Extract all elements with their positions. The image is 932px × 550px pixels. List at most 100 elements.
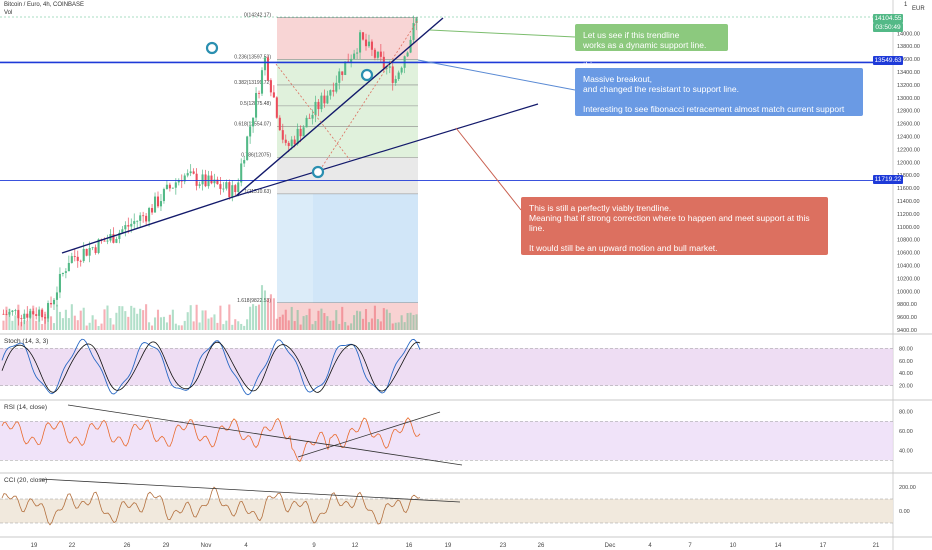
candle-body xyxy=(82,248,85,262)
candle-body xyxy=(38,309,41,316)
date-tick-label: 26 xyxy=(538,543,545,549)
fib-label: 0.382(13199.72) xyxy=(234,80,271,86)
volume-bar xyxy=(168,314,171,330)
volume-bar xyxy=(189,305,192,330)
candle-body xyxy=(183,175,186,182)
volume-bar xyxy=(76,320,79,330)
note-blue-connector xyxy=(417,59,576,91)
rsi-trendline-up xyxy=(297,411,441,458)
volume-bar xyxy=(186,312,189,330)
countdown-tag: 03:50:49 xyxy=(873,23,903,32)
candle-body xyxy=(79,260,82,262)
candle-body xyxy=(156,196,160,207)
date-tick-label: 17 xyxy=(820,543,827,549)
candle-body xyxy=(278,117,281,131)
candle-body xyxy=(29,311,32,318)
candle-body xyxy=(364,39,368,47)
volume-bar xyxy=(234,319,237,330)
candle-body xyxy=(195,173,198,186)
candle-body xyxy=(302,127,305,137)
volume-bar xyxy=(41,324,44,330)
price-tick-label: 14000.00 xyxy=(897,31,920,37)
price-tick-label: 10800.00 xyxy=(897,238,920,244)
candle-body xyxy=(225,182,228,189)
note-green[interactable]: Let us see if this trendline works as a … xyxy=(575,24,728,70)
volume-bar xyxy=(85,325,88,330)
rsi-trendline-down xyxy=(67,404,463,466)
volume-bar xyxy=(174,323,177,330)
candle-body xyxy=(14,310,17,311)
volume-bar xyxy=(165,322,168,330)
price-tick-label: 9400.00 xyxy=(897,328,917,334)
volume-bar xyxy=(388,312,391,330)
volume-bar xyxy=(382,308,385,330)
candle-body xyxy=(397,72,400,80)
candle-body xyxy=(335,82,338,92)
candle-body xyxy=(41,309,44,318)
volume-bar xyxy=(370,318,373,330)
volume-bar xyxy=(55,304,59,330)
volume-bar xyxy=(11,320,14,330)
fib-label: 1.618(9822.53) xyxy=(237,298,271,304)
volume-bar xyxy=(70,304,73,330)
volume-bar xyxy=(121,306,124,330)
candle-body xyxy=(314,101,317,115)
candle-body xyxy=(326,95,329,104)
candle-body xyxy=(186,173,189,176)
volume-bar xyxy=(115,312,118,330)
candle-body xyxy=(359,32,362,53)
candle-body xyxy=(17,310,20,319)
projection-zone xyxy=(313,193,418,303)
symbol-title: Bitcoin / Euro, 4h, COINBASE xyxy=(4,2,85,8)
price-tick-label: 12000.00 xyxy=(897,160,920,166)
volume-bar xyxy=(127,316,130,330)
volume-bar xyxy=(400,315,403,330)
stoch-k-line xyxy=(1,338,421,396)
fib-dashed-path xyxy=(275,63,351,161)
candle-body xyxy=(317,101,320,110)
fib-label: 0.236(13597.53) xyxy=(234,54,271,60)
candle-body xyxy=(376,51,379,58)
volume-bar xyxy=(142,310,145,330)
price-tick-label: 10200.00 xyxy=(897,276,920,282)
candle-body xyxy=(103,240,106,242)
cci-title: CCI (20, close) xyxy=(4,477,48,484)
candle-body xyxy=(323,95,326,104)
candle-body xyxy=(148,208,151,222)
volume-label: Vol xyxy=(4,10,13,16)
date-tick-label: 12 xyxy=(352,543,359,549)
date-tick-label: 19 xyxy=(31,543,38,549)
volume-bar xyxy=(17,304,20,330)
note-red[interactable]: This is still a perfectly viably trendli… xyxy=(521,197,828,293)
volume-bar xyxy=(412,314,415,330)
candle-body xyxy=(373,49,376,58)
price-tick-label: 9600.00 xyxy=(897,315,917,321)
volume-bar xyxy=(195,304,198,330)
volume-bar xyxy=(145,304,148,330)
volume-bar xyxy=(305,315,308,330)
volume-bar xyxy=(94,319,97,330)
volume-bar xyxy=(52,323,56,330)
volume-bar xyxy=(364,309,368,330)
price-tick-label: 9800.00 xyxy=(897,302,917,308)
rsi-line xyxy=(1,417,421,462)
candle-body xyxy=(210,175,213,184)
volume-bar xyxy=(350,323,353,330)
candle-body xyxy=(296,128,299,145)
candle-body xyxy=(162,189,165,202)
volume-bar xyxy=(278,316,281,330)
candle-body xyxy=(201,174,204,185)
candle-body xyxy=(165,184,168,190)
candle-body xyxy=(237,182,240,192)
trendline-projection xyxy=(235,103,539,197)
price-tick-label: 11000.00 xyxy=(897,225,920,231)
candle-body xyxy=(73,256,76,257)
candle-body xyxy=(124,225,127,230)
volume-bar xyxy=(409,312,412,330)
volume-bar xyxy=(109,318,112,330)
candle-body xyxy=(112,234,115,243)
note-blue[interactable]: Massive breakout, and changed the resist… xyxy=(575,68,863,124)
volume-bar xyxy=(314,320,317,330)
candle-body xyxy=(26,313,29,318)
volume-bar xyxy=(243,325,246,330)
